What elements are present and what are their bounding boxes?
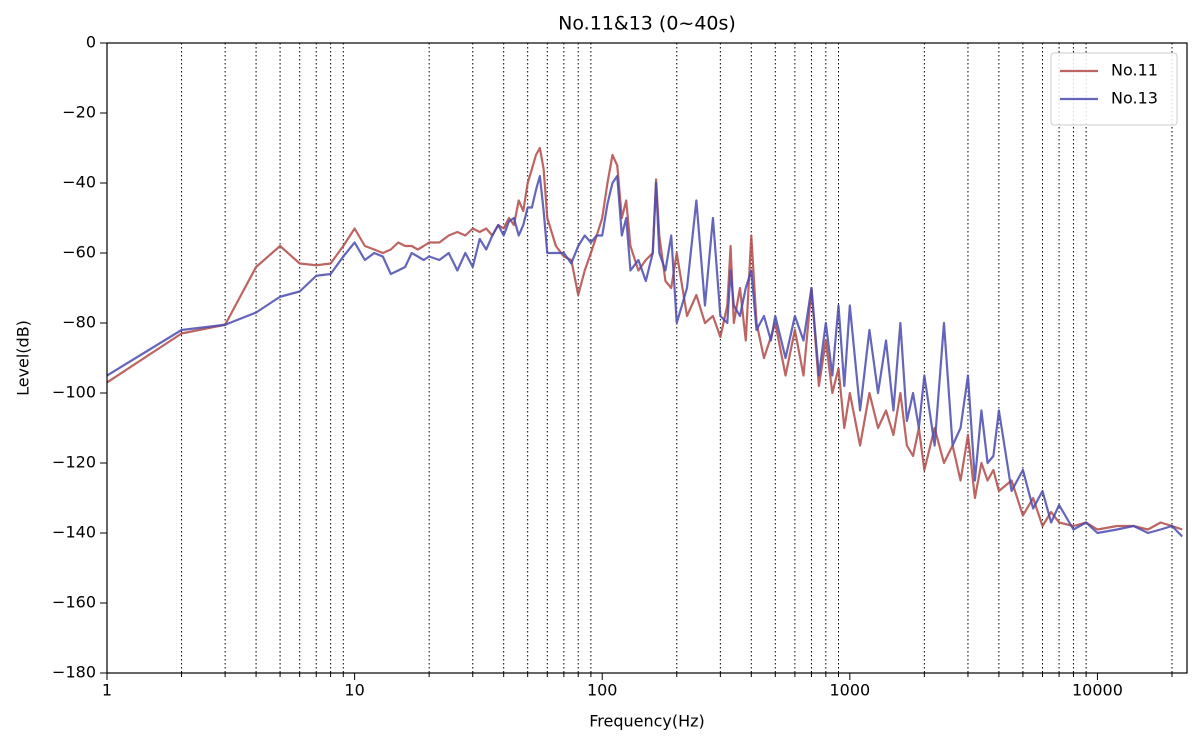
y-tick-label: −120 xyxy=(52,453,96,472)
x-tick-label: 10000 xyxy=(1072,681,1123,700)
legend-label: No.13 xyxy=(1111,89,1158,108)
x-axis-label: Frequency(Hz) xyxy=(589,712,705,731)
y-tick-label: 0 xyxy=(86,33,96,52)
x-tick-label: 1 xyxy=(102,681,112,700)
legend-label: No.11 xyxy=(1111,61,1158,80)
y-tick-label: −160 xyxy=(52,593,96,612)
y-tick-label: −40 xyxy=(62,173,96,192)
chart-title: No.11&13 (0~40s) xyxy=(558,13,736,35)
y-tick-label: −180 xyxy=(52,663,96,682)
y-tick-label: −100 xyxy=(52,383,96,402)
line-series xyxy=(107,174,1184,538)
y-tick-label: −140 xyxy=(52,523,96,542)
x-tick-label: 1000 xyxy=(829,681,870,700)
x-tick-label: 10 xyxy=(344,681,364,700)
y-tick-label: −80 xyxy=(62,313,96,332)
y-axis-label: Level(dB) xyxy=(14,320,33,396)
x-tick-label: 100 xyxy=(587,681,618,700)
y-tick-label: −20 xyxy=(62,103,96,122)
plot-frame xyxy=(106,42,1188,674)
y-tick-label: −60 xyxy=(62,243,96,262)
